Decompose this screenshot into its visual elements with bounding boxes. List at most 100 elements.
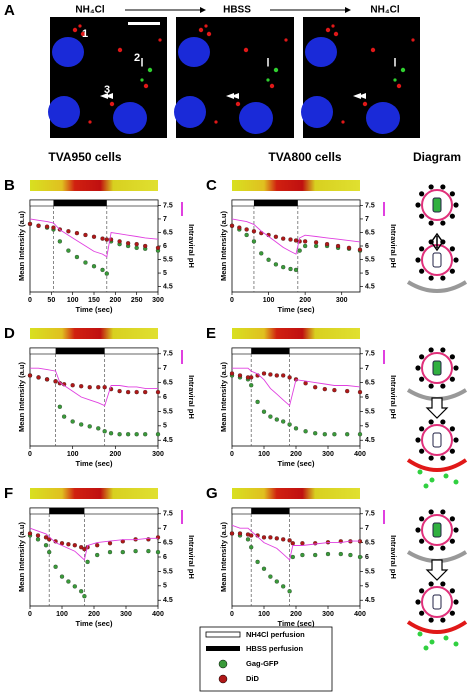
data-point [107, 549, 113, 555]
data-point [229, 223, 235, 228]
data-point [155, 549, 161, 555]
nucleus [174, 96, 206, 128]
data-point [66, 248, 71, 253]
data-point [35, 533, 41, 538]
x-tick-label: 100 [258, 451, 270, 458]
particle [147, 67, 153, 73]
data-point [266, 257, 271, 262]
x-tick-label: 0 [230, 451, 234, 458]
glycoprotein [449, 376, 455, 382]
glycoprotein [453, 599, 459, 605]
data-point [43, 543, 49, 548]
y2-tick-label: 6 [163, 554, 167, 561]
ph-line [30, 367, 158, 407]
data-point [85, 559, 90, 565]
data-point [27, 373, 33, 378]
column-header: Diagram [413, 150, 461, 164]
data-point [237, 373, 243, 378]
x-tick-label: 200 [88, 611, 100, 618]
y2-tick-label: 5.5 [163, 568, 173, 575]
y-axis-label: Mean Intensity (a.u) [219, 521, 228, 592]
glycoprotein [415, 257, 421, 263]
data-point [79, 384, 84, 389]
kymograph [232, 180, 360, 191]
x-tick-label: 300 [152, 451, 164, 458]
data-point [293, 426, 299, 431]
panel-label: C [206, 177, 217, 194]
data-point [143, 432, 148, 437]
legend-marker [218, 674, 228, 684]
data-point [249, 545, 254, 550]
glycoprotein [453, 437, 459, 443]
data-point [155, 432, 161, 437]
released-gfp [443, 635, 449, 641]
data-point [290, 554, 295, 560]
x-tick-label: 200 [299, 297, 311, 304]
glycoprotein [428, 275, 434, 281]
data-point [95, 552, 100, 558]
data-point [348, 552, 353, 558]
data-point [134, 389, 139, 395]
nucleus [113, 102, 147, 134]
y2-axis-label: Intraviral pH [389, 375, 398, 419]
particle [88, 120, 92, 124]
data-point [313, 431, 318, 436]
data-point [133, 548, 138, 554]
x-axis-label: Time (sec) [278, 459, 315, 468]
glycoprotein [419, 426, 425, 432]
glycoprotein [440, 617, 446, 623]
glycoprotein [440, 545, 446, 551]
x-axis-label: Time (sec) [278, 305, 315, 314]
particle [235, 101, 241, 107]
data-point [274, 579, 279, 584]
glycoprotein [440, 419, 446, 425]
legend-label: Gag-GFP [246, 659, 279, 668]
ph-line [232, 367, 361, 407]
data-point [313, 541, 318, 546]
x-tick-label: 200 [290, 451, 302, 458]
glycoprotein [415, 527, 421, 533]
panel-label: G [206, 485, 218, 502]
data-point [70, 419, 75, 424]
data-point [302, 239, 308, 244]
data-point [259, 251, 264, 256]
y2-tick-label: 7 [163, 365, 167, 372]
particle [331, 24, 335, 28]
particle [204, 24, 208, 28]
data-point [293, 238, 299, 243]
x-axis-label: Time (sec) [76, 459, 113, 468]
x-tick-label: 300 [336, 297, 348, 304]
plot-frame [29, 199, 159, 293]
data-point [102, 429, 107, 434]
glycoprotein [415, 437, 421, 443]
particle [266, 78, 270, 82]
data-point [287, 589, 292, 594]
data-point [44, 224, 50, 229]
data-point [117, 388, 122, 394]
y2-tick-label: 5 [163, 423, 167, 430]
data-point [229, 531, 235, 536]
marker-label: 2 [134, 52, 140, 64]
legend: NH4Cl perfusion HBSS perfusion Gag-GFP Di… [199, 626, 333, 692]
glycoprotein [415, 365, 421, 371]
hbss-bar [49, 508, 85, 514]
data-point [79, 422, 84, 427]
diagram [406, 509, 468, 651]
glycoprotein [419, 213, 425, 219]
ph-line [29, 218, 159, 258]
data-point [155, 245, 161, 250]
released-gfp [423, 645, 429, 651]
y2-tick-label: 5.5 [365, 256, 375, 263]
data-point [82, 594, 87, 599]
step-label: HBSS [223, 5, 251, 16]
data-point [288, 237, 293, 242]
data-point [51, 225, 56, 230]
released-gfp [443, 473, 449, 479]
down-arrow [425, 559, 449, 581]
x-tick-label: 300 [322, 451, 334, 458]
data-point [357, 389, 363, 395]
glycoprotein [419, 516, 425, 522]
glycoprotein [449, 213, 455, 219]
membrane [406, 280, 468, 293]
data-point [87, 385, 92, 390]
